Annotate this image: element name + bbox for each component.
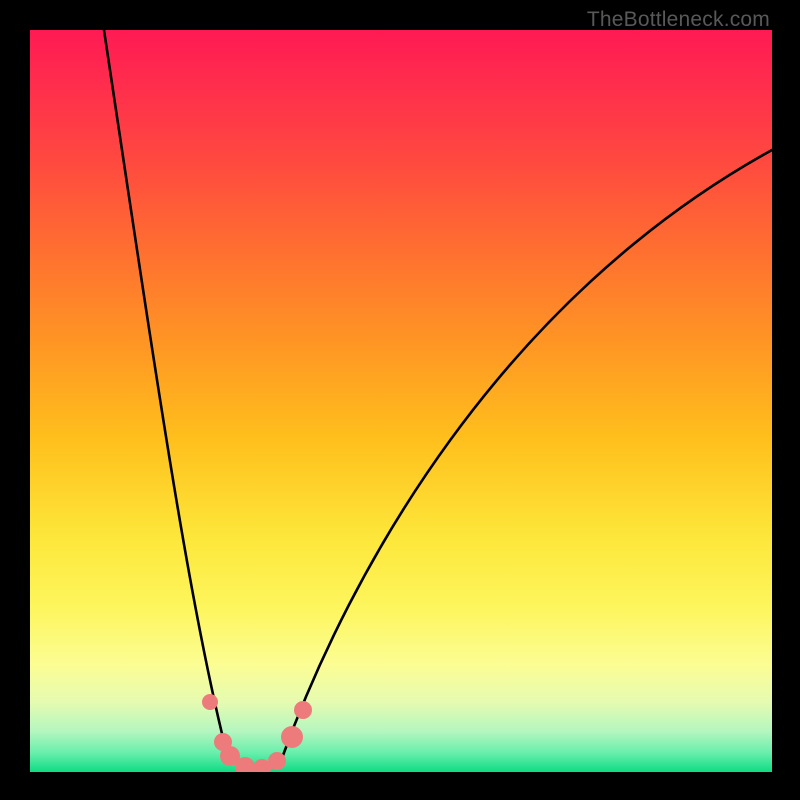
bottleneck-curve: [30, 30, 772, 772]
data-point: [268, 752, 286, 770]
curve-path: [104, 30, 772, 767]
plot-area: [30, 30, 772, 772]
data-point: [294, 701, 312, 719]
data-point: [281, 726, 303, 748]
watermark-text: TheBottleneck.com: [587, 8, 770, 32]
data-point: [202, 694, 218, 710]
data-point-group: [202, 694, 312, 772]
